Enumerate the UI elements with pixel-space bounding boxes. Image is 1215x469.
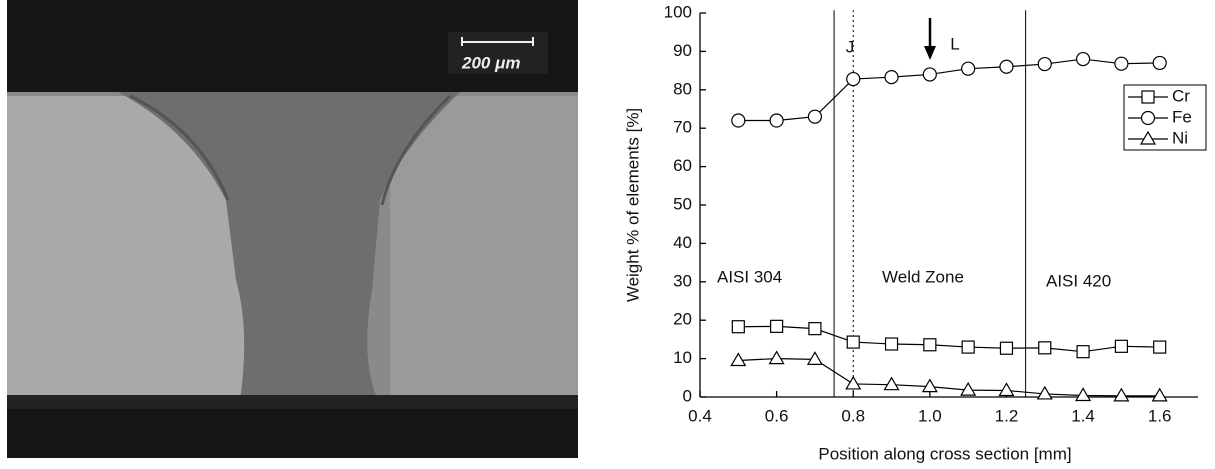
series-line	[738, 58, 1160, 122]
legend-label: Ni	[1172, 128, 1188, 147]
y-tick-label: 30	[673, 271, 692, 290]
marker	[846, 71, 861, 87]
legend-label: Fe	[1172, 107, 1192, 126]
x-tick-label: 0.4	[688, 406, 712, 425]
marker	[1037, 56, 1052, 72]
y-tick-label: 0	[683, 386, 692, 405]
legend-marker	[1141, 90, 1155, 104]
x-tick-label: 1.4	[1071, 406, 1095, 425]
y-tick-label: 100	[664, 2, 692, 21]
marker	[922, 67, 937, 82]
marker	[845, 375, 862, 390]
marker	[768, 350, 785, 365]
marker	[999, 59, 1014, 74]
marker	[807, 109, 823, 124]
marker	[1153, 340, 1167, 354]
micrograph: 200 μm	[7, 0, 578, 458]
x-tick-label: 1.6	[1148, 406, 1172, 425]
marker	[1036, 385, 1053, 400]
scale-bar-label: 200 μm	[461, 53, 520, 72]
x-tick-label: 1.2	[995, 406, 1019, 425]
marker	[999, 341, 1014, 355]
annotation-arrowhead	[924, 46, 936, 60]
marker	[998, 382, 1015, 397]
marker	[1114, 56, 1129, 71]
y-tick-label: 80	[673, 79, 692, 98]
marker	[808, 322, 822, 336]
marker	[1076, 345, 1090, 359]
marker	[806, 351, 823, 365]
y-tick-label: 60	[673, 156, 692, 175]
y-tick-label: 10	[673, 348, 692, 367]
marker	[769, 113, 784, 128]
marker	[960, 381, 977, 396]
x-tick-label: 0.6	[765, 406, 789, 425]
marker	[731, 113, 746, 128]
marker	[1075, 387, 1092, 402]
marker	[1113, 387, 1130, 402]
marker	[883, 376, 900, 391]
marker	[1151, 387, 1168, 402]
y-axis-label: Weight % of elements [%]	[623, 108, 642, 302]
marker	[1152, 55, 1167, 71]
x-tick-label: 0.8	[841, 406, 865, 425]
marker	[730, 352, 747, 367]
y-tick-label: 40	[673, 233, 692, 252]
annotation: AISI 420	[1046, 271, 1111, 290]
marker	[1114, 339, 1128, 353]
marker	[1038, 341, 1052, 355]
series-line	[738, 325, 1160, 353]
annotation: L	[950, 34, 959, 53]
y-tick-label: 20	[673, 310, 692, 329]
x-axis-label: Position along cross section [mm]	[818, 444, 1071, 463]
marker	[731, 320, 745, 334]
marker	[846, 335, 860, 349]
series-line	[738, 357, 1160, 397]
marker	[961, 340, 975, 354]
legend-marker	[1140, 110, 1156, 126]
marker	[921, 378, 938, 393]
legend-label: Cr	[1172, 86, 1190, 105]
annotation: AISI 304	[717, 267, 782, 286]
y-tick-label: 90	[673, 41, 692, 60]
annotation: J	[846, 37, 855, 56]
y-tick-label: 70	[673, 118, 692, 137]
marker	[770, 319, 784, 333]
y-tick-label: 50	[673, 194, 692, 213]
annotation: Weld Zone	[882, 267, 964, 286]
legend-marker	[1139, 130, 1157, 145]
marker	[961, 61, 976, 76]
marker	[1075, 51, 1091, 67]
marker	[884, 70, 899, 85]
x-tick-label: 1.0	[918, 406, 942, 425]
marker	[884, 337, 899, 351]
marker	[923, 338, 937, 352]
